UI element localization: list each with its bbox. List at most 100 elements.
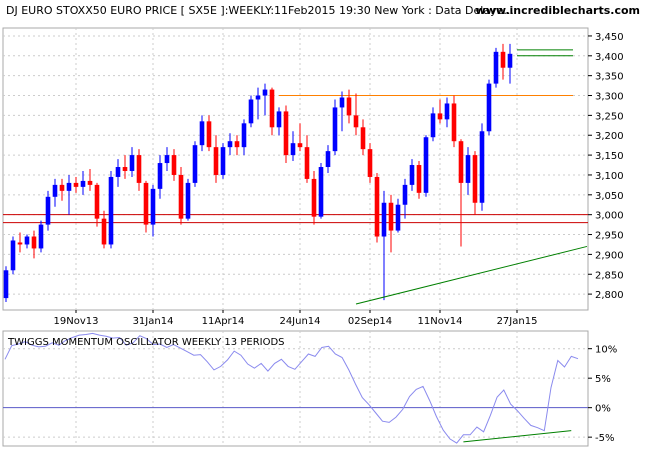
candle-body [465,155,471,183]
candle-body [437,113,443,120]
candle-body [213,147,219,175]
candle-body [66,182,72,191]
candle-body [38,224,44,249]
candle-body [430,113,436,138]
candle-body [339,97,345,108]
candle-body [395,204,401,231]
price-x-axis: 19Nov13 31Jan14 11Apr14 24Jun14 02Sep14 11Nov… [54,310,538,327]
price-y-tick-label: 2,850 [595,270,624,281]
oscillator-y-tick-label: 0% [595,404,611,415]
candle-body [143,182,149,225]
oscillator-trendline [463,430,572,443]
candle-body [94,184,100,219]
candle-body [360,127,366,150]
price-x-tick-label: 02Sep14 [348,316,392,327]
candle-body [353,115,359,128]
price-x-tick-label: 24Jun14 [279,316,320,327]
candle-body [255,95,261,100]
oscillator-panel: 10% 5% 0% -5% TWIGGS MOMENTUM OSCILLATOR WE… [2,330,617,447]
candle-body [458,141,464,183]
candle-body [87,180,93,185]
candle-body [220,147,226,175]
candle-body [52,184,58,197]
price-candles [3,43,513,303]
price-y-tick-label: 3,150 [595,151,624,162]
candle-body [297,143,303,148]
candle-body [80,180,86,187]
candle-body [122,167,128,171]
candle-body [108,176,114,245]
oscillator-y-tick-label: 5% [595,374,611,385]
price-y-tick-label: 3,250 [595,111,624,122]
price-reference-lines [3,49,588,224]
price-x-tick-label: 31Jan14 [133,316,174,327]
candle-body [248,99,254,124]
price-y-tick-label: 2,800 [595,290,624,301]
price-y-tick-label: 3,200 [595,131,624,142]
candle-body [269,89,275,128]
candle-body [423,137,429,193]
candle-body [479,131,485,203]
candle-body [136,155,142,183]
candle-body [73,182,79,187]
candle-body [444,103,450,120]
candle-body [402,184,408,205]
candle-body [3,270,9,299]
candle-body [164,155,170,164]
candle-body [367,149,373,177]
candle-body [290,143,296,156]
candle-body [332,107,338,152]
candle-body [101,218,107,245]
price-panel: 2,800 2,850 2,900 2,950 3,000 3,050 3,100 3,150… [2,4,640,327]
candle-body [59,184,65,191]
candle-body [311,178,317,217]
oscillator-y-tick-label: 10% [595,345,617,356]
price-x-tick-label: 27Jan15 [497,316,538,327]
candle-body [493,51,499,84]
candle-body [17,242,23,245]
price-y-tick-label: 3,050 [595,191,624,202]
price-x-tick-label: 19Nov13 [54,316,99,327]
candle-body [304,147,310,179]
oscillator-line [4,332,579,444]
oscillator-grid [3,331,588,446]
price-x-tick-label: 11Nov14 [418,316,463,327]
price-overlay-lines [355,245,588,305]
candle-body [192,145,198,183]
chart-title: DJ EURO STOXX50 EURO PRICE [ SX5E ]:WEEK… [6,4,514,17]
oscillator-title: TWIGGS MOMENTUM OSCILLATOR WEEKLY 13 PER… [7,337,285,348]
candle-body [10,240,16,271]
candle-body [374,176,380,237]
price-y-tick-label: 3,000 [595,211,624,222]
price-y-tick-label: 2,950 [595,231,624,242]
price-x-tick-label: 11Apr14 [202,316,245,327]
candle-body [129,155,135,171]
oscillator-y-axis: 10% 5% 0% -5% [588,345,617,444]
price-y-tick-label: 3,450 [595,32,624,43]
candle-body [24,236,30,245]
candle-body [276,111,282,128]
candle-body [318,167,324,217]
candle-body [227,141,233,148]
source-label: www.incrediblecharts.com [476,4,640,17]
price-y-tick-label: 3,100 [595,171,624,182]
candle-body [486,83,492,132]
oscillator-y-tick-label: -5% [595,433,614,444]
price-y-tick-label: 3,350 [595,72,624,83]
candle-body [283,111,289,156]
candle-body [325,151,331,168]
candle-body [472,155,478,203]
candle-body [199,121,205,146]
candle-body [178,174,184,219]
candle-body [262,89,268,96]
candle-body [45,196,51,225]
price-y-axis: 2,800 2,850 2,900 2,950 3,000 3,050 3,100 3,150… [588,32,624,301]
oscillator-series [4,332,579,444]
candle-body [115,167,121,177]
candle-body [241,123,247,148]
price-trendline [355,245,588,305]
candle-body [234,141,240,148]
candle-body [171,155,177,175]
candle-body [416,165,422,193]
candle-body [507,53,513,68]
